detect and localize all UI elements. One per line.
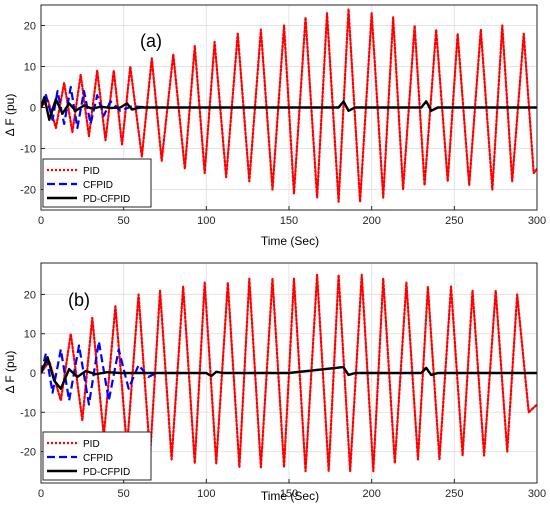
- x-axis-label: Time (Sec): [261, 489, 319, 503]
- chart-panel-a: 0 50 100 150 200 250 300 -20 -10 0 10 20 (a) Δ F (p…: [3, 4, 546, 248]
- x-tick-label: 0: [38, 488, 44, 500]
- x-tick-label: 200: [362, 488, 380, 500]
- y-tick-label: 20: [24, 21, 36, 33]
- legend: PID CFPID PD-CFPID: [42, 158, 152, 208]
- legend-label: CFPID: [83, 180, 113, 191]
- x-tick-label: 250: [445, 215, 463, 227]
- series-line-pd-cfpid: [41, 356, 537, 390]
- x-tick-label: 100: [197, 488, 215, 500]
- x-tick-label: 200: [362, 215, 380, 227]
- y-axis-label: Δ F (pu): [3, 94, 17, 137]
- series-group: [41, 273, 537, 473]
- x-tick-label: 150: [280, 215, 298, 227]
- y-tick-label: -10: [20, 407, 36, 419]
- legend-label: PID: [83, 439, 100, 450]
- legend: PID CFPID PD-CFPID: [42, 431, 152, 481]
- legend-label: PD-CFPID: [83, 467, 130, 478]
- x-tick-label: 150: [280, 488, 298, 500]
- y-tick-label: 10: [24, 329, 36, 341]
- chart-panel-b: 0 50 100 150 200 250 300 -20 -10 0 10 20 (b) Δ F (p…: [3, 262, 546, 503]
- y-tick-label: 0: [30, 103, 36, 115]
- y-axis-label: Δ F (pu): [3, 351, 17, 394]
- x-tick-label: 100: [197, 215, 215, 227]
- x-tick-label: 250: [445, 488, 463, 500]
- x-axis-label: Time (Sec): [261, 234, 319, 248]
- axes-frame: [40, 4, 538, 211]
- axes-frame: [40, 262, 538, 484]
- y-tick-label: 20: [24, 289, 36, 301]
- y-tick-label: -20: [20, 185, 36, 197]
- series-group: [41, 8, 537, 203]
- y-tick-label: 0: [30, 368, 36, 380]
- y-tick-label: 10: [24, 62, 36, 74]
- y-tick-label: -10: [20, 144, 36, 156]
- x-tick-label: 0: [38, 215, 44, 227]
- legend-label: PID: [83, 166, 100, 177]
- x-tick-label: 300: [528, 488, 546, 500]
- series-line-pd-cfpid: [41, 96, 537, 122]
- panel-label: (a): [140, 31, 162, 51]
- legend-label: PD-CFPID: [83, 194, 130, 205]
- x-tick-label: 50: [118, 215, 130, 227]
- y-tick-label: -20: [20, 447, 36, 459]
- panel-label: (b): [68, 290, 90, 310]
- x-tick-label: 300: [528, 215, 546, 227]
- x-tick-label: 50: [118, 488, 130, 500]
- legend-label: CFPID: [83, 453, 113, 464]
